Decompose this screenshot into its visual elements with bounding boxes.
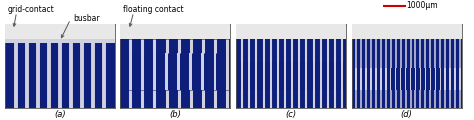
Bar <box>241 62 243 90</box>
Bar <box>370 68 372 90</box>
Bar <box>400 68 401 90</box>
Bar <box>153 53 156 90</box>
Bar <box>189 53 192 90</box>
Bar <box>312 62 315 90</box>
Bar <box>410 68 411 90</box>
Bar <box>415 68 416 90</box>
Bar <box>380 68 382 90</box>
Bar <box>129 53 132 90</box>
Bar <box>263 62 264 90</box>
Bar <box>236 24 346 39</box>
Bar <box>429 68 431 90</box>
Bar <box>360 68 362 90</box>
Bar <box>165 53 168 90</box>
Bar <box>455 68 456 90</box>
Bar <box>395 68 396 90</box>
Bar <box>459 68 461 90</box>
Bar <box>385 68 386 90</box>
Bar <box>298 62 300 90</box>
Bar <box>341 62 343 90</box>
Bar <box>277 62 279 90</box>
Text: 1000μm: 1000μm <box>407 2 438 11</box>
Bar <box>334 62 336 90</box>
Bar <box>5 39 115 43</box>
Text: (d): (d) <box>401 110 413 119</box>
Text: (a): (a) <box>54 110 65 119</box>
Bar <box>248 62 250 90</box>
Bar <box>445 68 446 90</box>
Bar <box>327 62 329 90</box>
Bar <box>356 68 357 90</box>
Bar <box>5 24 115 39</box>
Text: (b): (b) <box>169 110 182 119</box>
Bar <box>120 24 230 39</box>
Bar <box>270 62 272 90</box>
Bar <box>305 62 308 90</box>
Bar <box>375 68 377 90</box>
Bar <box>201 53 204 90</box>
Bar <box>177 53 180 90</box>
Bar <box>425 68 426 90</box>
Text: busbar: busbar <box>73 14 100 23</box>
Bar <box>226 53 228 90</box>
Bar <box>284 62 286 90</box>
Bar <box>405 68 406 90</box>
Bar <box>291 62 293 90</box>
Bar <box>419 68 421 90</box>
Bar <box>390 68 392 90</box>
Text: (c): (c) <box>285 110 297 119</box>
Bar <box>141 53 144 90</box>
Text: grid-contact: grid-contact <box>8 5 54 14</box>
Bar <box>435 68 436 90</box>
Bar <box>449 68 451 90</box>
Bar <box>213 53 217 90</box>
Bar <box>352 24 462 39</box>
Bar <box>255 62 257 90</box>
Bar <box>365 68 367 90</box>
Bar <box>320 62 322 90</box>
Bar <box>439 68 441 90</box>
Text: floating contact: floating contact <box>123 5 184 14</box>
